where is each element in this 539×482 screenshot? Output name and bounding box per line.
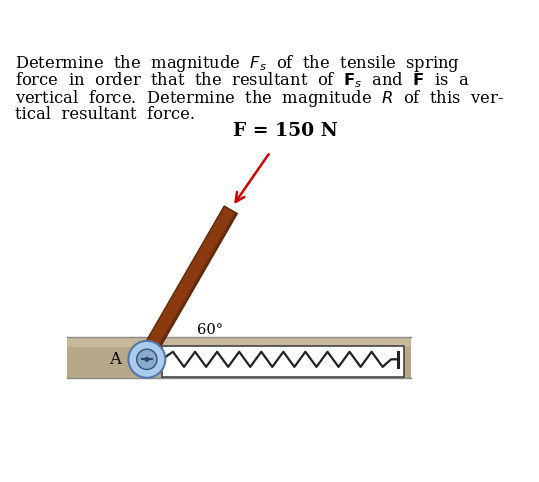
Polygon shape xyxy=(140,206,237,359)
Text: 60°: 60° xyxy=(197,323,223,337)
Polygon shape xyxy=(67,336,411,347)
Polygon shape xyxy=(162,346,404,377)
Circle shape xyxy=(144,357,149,362)
Text: F = 150 N: F = 150 N xyxy=(233,122,338,140)
Circle shape xyxy=(128,341,165,378)
Text: A: A xyxy=(109,351,121,368)
Text: vertical  force.  Determine  the  magnitude  $R$  of  this  ver-: vertical force. Determine the magnitude … xyxy=(15,88,505,109)
Text: force  in  order  that  the  resultant  of  $\mathbf{F}_s$  and  $\mathbf{F}$  i: force in order that the resultant of $\m… xyxy=(15,71,470,90)
Circle shape xyxy=(137,349,157,370)
Polygon shape xyxy=(151,212,237,359)
Text: Determine  the  magnitude  $F_s$  of  the  tensile  spring: Determine the magnitude $F_s$ of the ten… xyxy=(15,53,460,74)
Polygon shape xyxy=(67,347,411,378)
Text: tical  resultant  force.: tical resultant force. xyxy=(15,106,195,123)
